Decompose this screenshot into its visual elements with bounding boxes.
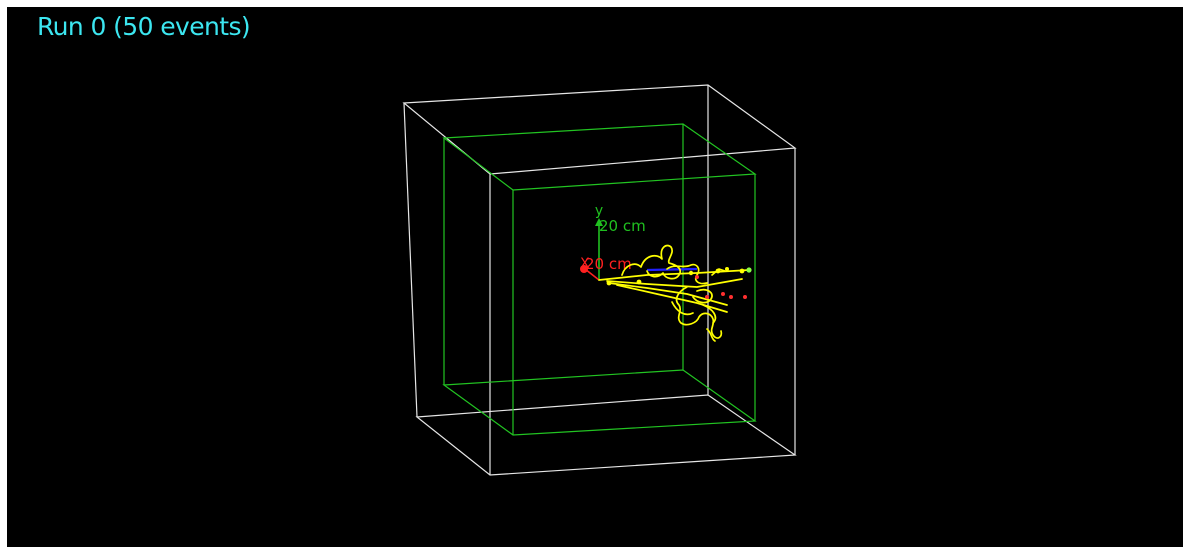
hit-point — [695, 275, 699, 279]
track-curly-3 — [675, 286, 723, 339]
z-axis-line — [646, 267, 698, 272]
particle-tracks — [598, 244, 750, 342]
y-axis-scale-label: 20 cm — [599, 217, 646, 235]
event-display-viewer[interactable]: Run 0 (50 events) y 20 cm — [7, 7, 1183, 547]
hit-point — [746, 267, 752, 273]
y-axis-label: y — [595, 203, 603, 219]
hit-point — [721, 292, 725, 296]
hit-point — [739, 268, 745, 274]
track-hit-points — [606, 267, 752, 299]
coordinate-axes: y 20 cm X 20 cm — [580, 203, 698, 281]
hit-point — [636, 279, 642, 285]
x-axis-label: X — [580, 256, 590, 272]
hit-point — [688, 270, 694, 276]
hit-point — [715, 268, 721, 274]
detector-scene: y 20 cm X 20 cm — [402, 84, 797, 476]
run-title: Run 0 (50 events) — [37, 12, 251, 41]
hit-point — [705, 295, 709, 299]
hit-point — [729, 295, 733, 299]
track-shower-2 — [606, 278, 743, 288]
track-curly-7 — [706, 328, 716, 342]
y-axis-arrowhead — [595, 218, 603, 226]
track-curly-4 — [692, 288, 713, 304]
track-shower-1 — [608, 282, 728, 306]
track-curly-1 — [621, 244, 682, 280]
track-curly-5 — [702, 304, 717, 324]
envelope-volume-wireframe — [442, 123, 757, 436]
track-curly-6 — [671, 301, 694, 316]
hit-point — [743, 295, 747, 299]
x-axis-scale-label: 20 cm — [585, 255, 632, 273]
hit-point — [725, 267, 729, 271]
x-axis-arrowhead — [580, 265, 588, 273]
hit-point — [606, 280, 612, 286]
track-curly-2 — [666, 263, 708, 285]
track-beam-main — [598, 269, 750, 281]
